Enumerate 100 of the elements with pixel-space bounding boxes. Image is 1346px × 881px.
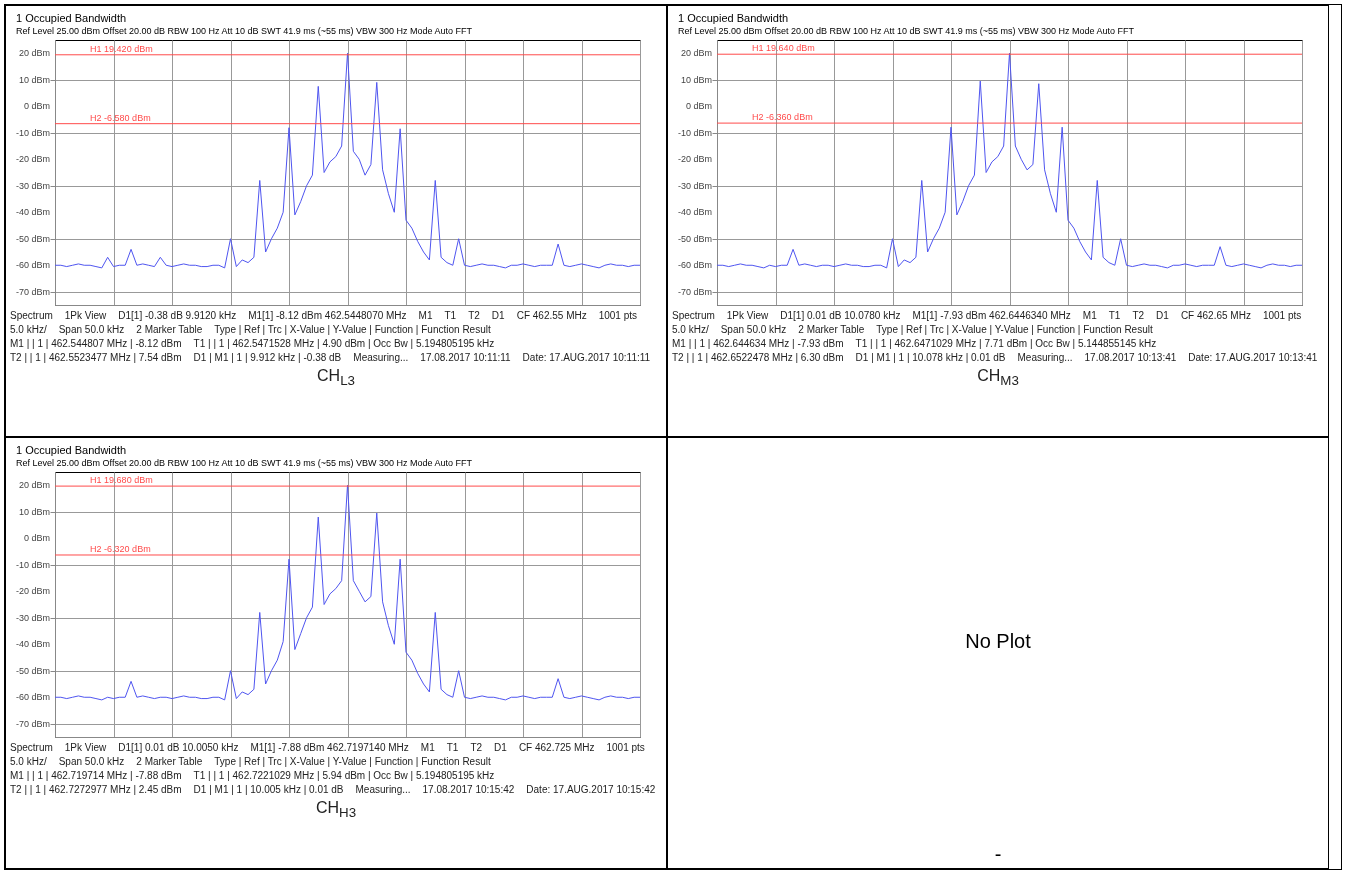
text: 1Pk View	[64, 310, 107, 322]
text: M1 | | 1 | 462.644634 MHz | -7.93 dBm	[672, 338, 844, 350]
text: 5.0 kHz/	[10, 324, 47, 336]
y-tick-label: -20 dBm	[15, 586, 50, 597]
y-tick-label: -50 dBm	[677, 233, 712, 244]
text: T2 | | 1 | 462.6522478 MHz | 6.30 dBm	[672, 352, 844, 364]
y-tick-label: -70 dBm	[15, 286, 50, 297]
text: Spectrum	[672, 310, 715, 322]
text: M1[1] -8.12 dBm 462.5448070 MHz	[248, 310, 407, 322]
text: D1	[494, 742, 507, 754]
text: T2	[470, 742, 483, 754]
text: CF 462.65 MHz	[1180, 310, 1251, 322]
y-tick-label: -30 dBm	[677, 180, 712, 191]
y-tick-label: -30 dBm	[15, 180, 50, 191]
text: D1[1] 0.01 dB 10.0050 kHz	[118, 742, 239, 754]
text: D1	[1156, 310, 1169, 322]
ref-line-label: H2 -6.580 dBm	[90, 112, 151, 123]
text: CF 462.55 MHz	[516, 310, 587, 322]
chart-title: 1 Occupied Bandwidth	[677, 12, 789, 24]
y-tick-label: 10 dBm	[18, 506, 50, 517]
text: Spectrum	[10, 310, 53, 322]
chart-title: 1 Occupied Bandwidth	[15, 444, 127, 456]
text: Type | Ref | Trc | X-Value | Y-Value | Function | Function Result	[876, 324, 1153, 336]
text: M1	[1082, 310, 1097, 322]
text: CF 462.725 MHz	[518, 742, 595, 754]
ref-line-label: H1 19.680 dBm	[90, 475, 153, 486]
text: T2	[468, 310, 480, 322]
text: T2	[1132, 310, 1145, 322]
text: M1 | | 1 | 462.719714 MHz | -7.88 dBm	[10, 770, 182, 782]
text: Type | Ref | Trc | X-Value | Y-Value | Function | Function Result	[214, 324, 491, 336]
y-tick-label: -40 dBm	[15, 207, 50, 218]
text: T2 | | 1 | 462.7272977 MHz | 2.45 dBm	[10, 784, 182, 796]
text: Spectrum	[10, 742, 53, 754]
text: Measuring...	[355, 784, 411, 796]
ref-line-label: H2 -6.320 dBm	[90, 544, 151, 554]
text: T1 | | 1 | 462.7221029 MHz | 5.94 dBm | Occ Bw | 5.194805195 kHz	[193, 770, 495, 782]
text: 2 Marker Table	[798, 324, 865, 336]
text: T1	[444, 310, 457, 322]
text: D1 | M1 | 1 | 10.005 kHz | 0.01 dB	[193, 784, 344, 796]
y-tick-label: -20 dBm	[15, 154, 50, 165]
text: 1Pk View	[726, 310, 769, 322]
y-tick-label: -40 dBm	[677, 207, 712, 218]
text: Date: 17.AUG.2017 10:11:11	[522, 352, 651, 364]
y-tick-label: 20 dBm	[18, 48, 50, 59]
text: M1 | | 1 | 462.544807 MHz | -8.12 dBm	[10, 338, 182, 350]
y-tick-label: 10 dBm	[680, 74, 712, 85]
y-tick-label: -50 dBm	[15, 665, 50, 676]
text: T1 | | 1 | 462.6471029 MHz | 7.71 dBm | Occ Bw | 5.144855145 kHz	[855, 338, 1157, 350]
text: 2 Marker Table	[136, 756, 203, 768]
y-tick-label: 20 dBm	[680, 48, 712, 59]
y-tick-label: -10 dBm	[677, 127, 712, 138]
text: D1 | M1 | 1 | 9.912 kHz | -0.38 dB	[193, 352, 342, 364]
text: D1	[491, 310, 505, 322]
text: M1	[418, 310, 433, 322]
text: Measuring...	[353, 352, 409, 364]
y-tick-label: -50 dBm	[15, 233, 50, 244]
text: CH$_{L3}$	[316, 366, 356, 391]
y-tick-label: 10 dBm	[18, 74, 50, 85]
y-tick-label: -60 dBm	[15, 692, 50, 703]
y-tick-label: 0 dBm	[23, 101, 50, 112]
ref-line-label: H1 19.640 dBm	[752, 43, 815, 54]
text: Date: 17.AUG.2017 10:15:42	[526, 784, 656, 796]
y-tick-label: -10 dBm	[15, 559, 50, 570]
text: T2 | | 1 | 462.5523477 MHz | 7.54 dBm	[10, 352, 182, 364]
text: 17.08.2017 10:13:41	[1084, 352, 1177, 364]
y-tick-label: -70 dBm	[677, 286, 712, 297]
chart-subtitle: Ref Level 25.00 dBm Offset 20.00 dB RBW 100 Hz Att 10 dB SWT 41.9 ms (~55 ms) VBW 300 Hz Mode Auto FFT	[677, 26, 1135, 36]
text: 5.0 kHz/	[672, 324, 709, 336]
text: No Plot	[965, 630, 1031, 653]
text: T1	[1108, 310, 1121, 322]
y-tick-label: 20 dBm	[18, 480, 50, 491]
text: 5.0 kHz/	[10, 756, 47, 768]
y-tick-label: 0 dBm	[23, 533, 50, 544]
text: -	[994, 843, 1002, 866]
text: Date: 17.AUG.2017 10:13:41	[1188, 352, 1318, 364]
y-tick-label: -60 dBm	[15, 260, 50, 271]
text: 1001 pts	[1262, 310, 1302, 322]
text: M1[1] -7.93 dBm 462.6446340 MHz	[912, 310, 1071, 322]
text: Measuring...	[1017, 352, 1073, 364]
text: Span 50.0 kHz	[720, 324, 787, 336]
text: D1[1] 0.01 dB 10.0780 kHz	[780, 310, 901, 322]
y-tick-label: -60 dBm	[677, 260, 712, 271]
y-tick-label: 0 dBm	[685, 101, 712, 112]
text: 1001 pts	[606, 742, 645, 754]
y-tick-label: -20 dBm	[677, 154, 712, 165]
chart-subtitle: Ref Level 25.00 dBm Offset 20.00 dB RBW 100 Hz Att 10 dB SWT 41.9 ms (~55 ms) VBW 300 Hz Mode Auto FFT	[15, 458, 473, 468]
text: T1	[446, 742, 459, 754]
text: 2 Marker Table	[136, 324, 203, 336]
text: M1[1] -7.88 dBm 462.7197140 MHz	[250, 742, 409, 754]
y-tick-label: -10 dBm	[15, 127, 50, 138]
text: D1[1] -0.38 dB 9.9120 kHz	[118, 310, 237, 322]
ref-line-label: H1 19.420 dBm	[90, 43, 153, 54]
chart-subtitle: Ref Level 25.00 dBm Offset 20.00 dB RBW 100 Hz Att 10 dB SWT 41.9 ms (~55 ms) VBW 300 Hz Mode Auto FFT	[15, 26, 473, 36]
y-tick-label: -30 dBm	[15, 612, 50, 623]
text: T1 | | 1 | 462.5471528 MHz | 4.90 dBm | Occ Bw | 5.194805195 kHz	[193, 338, 495, 350]
text: 1001 pts	[598, 310, 638, 322]
text: Type | Ref | Trc | X-Value | Y-Value | Function | Function Result	[214, 756, 491, 768]
text: CH$_{H3}$	[314, 798, 358, 823]
text: D1 | M1 | 1 | 10.078 kHz | 0.01 dB	[855, 352, 1006, 364]
text: 17.08.2017 10:11:11	[420, 352, 511, 364]
